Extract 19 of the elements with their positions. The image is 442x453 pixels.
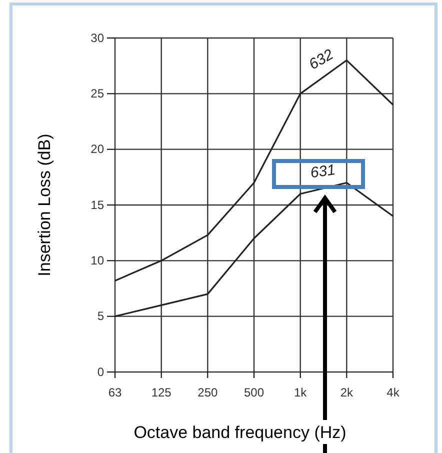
y-tick-label: 10	[90, 254, 104, 268]
y-tick-label: 30	[90, 30, 104, 45]
y-tick-label: 15	[90, 198, 104, 212]
y-tick-label: 20	[90, 142, 104, 156]
text: 632	[306, 46, 337, 74]
x-tick-label: 500	[244, 386, 264, 400]
x-tick-label: 2k	[340, 386, 354, 400]
x-tick-label: 63	[108, 386, 122, 400]
x-tick-label: 125	[151, 386, 172, 400]
y-tick-label: 25	[90, 86, 104, 101]
y-tick-label: 0	[97, 364, 104, 379]
y-axis-title: Insertion Loss (dB)	[35, 134, 54, 276]
x-axis-title: Octave band frequency (Hz)	[134, 423, 346, 442]
x-tick-label: 4k	[386, 386, 400, 400]
x-tick-label: 1k	[294, 386, 308, 400]
text: 631	[309, 161, 336, 182]
x-tick-label: 250	[198, 386, 218, 400]
y-tick-label: 5	[97, 309, 104, 324]
line-series	[114, 182, 394, 318]
